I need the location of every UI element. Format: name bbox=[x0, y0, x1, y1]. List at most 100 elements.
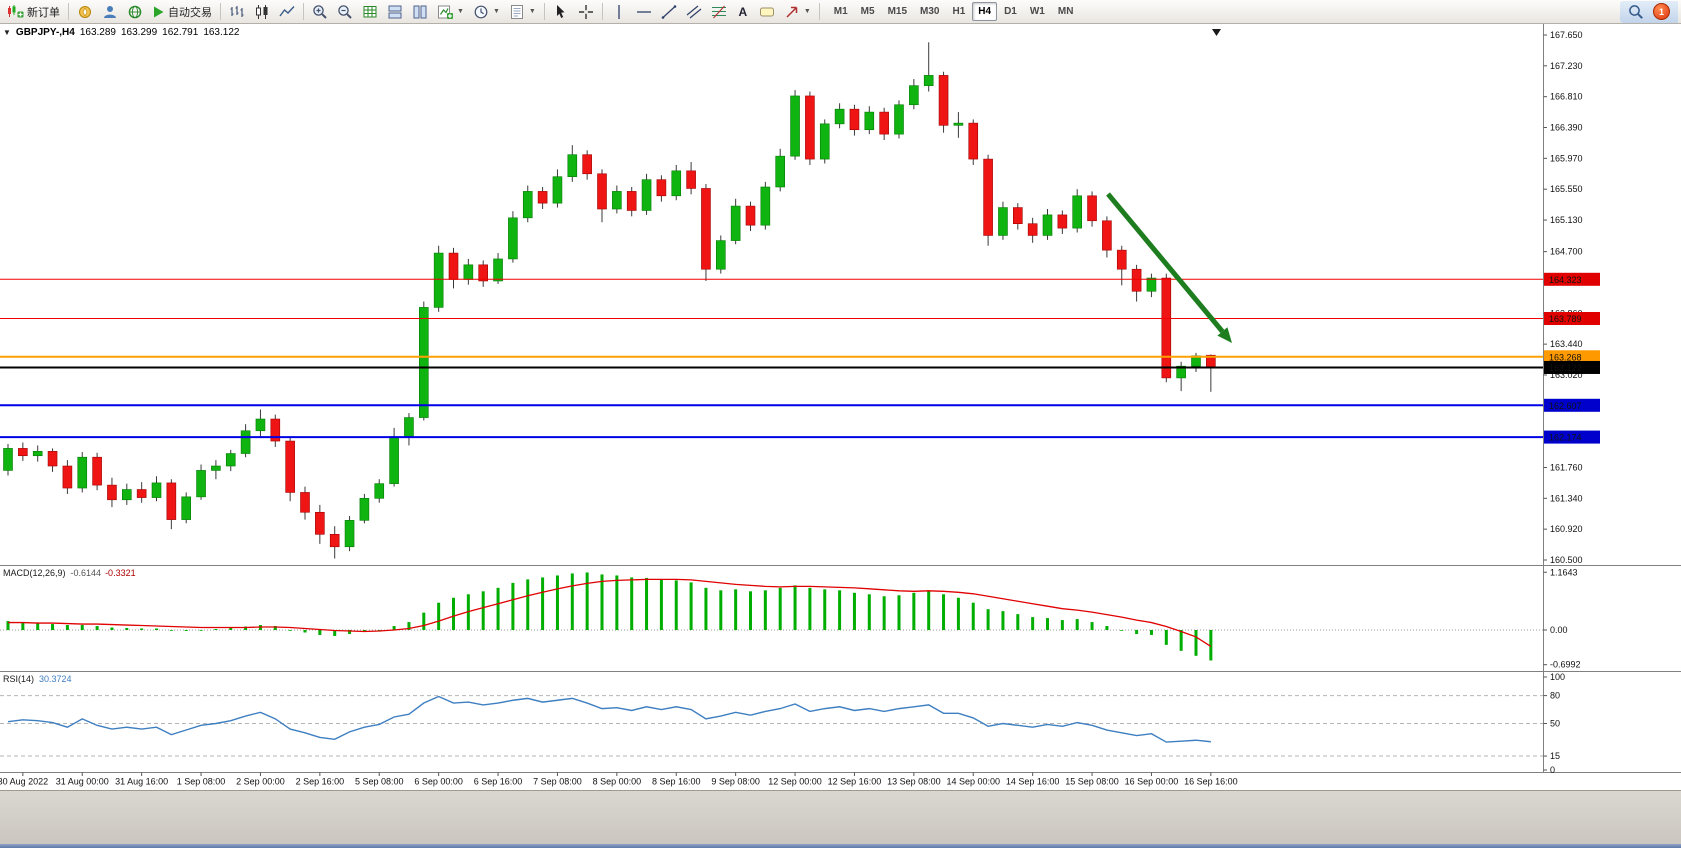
navigator-button[interactable] bbox=[98, 1, 122, 22]
timeframe-m1[interactable]: M1 bbox=[828, 2, 854, 21]
text-tool-button[interactable]: A bbox=[732, 1, 754, 22]
horizontal-line-tool-button[interactable] bbox=[632, 1, 656, 22]
macd-histogram-bar bbox=[1194, 630, 1198, 656]
channel-tool-button[interactable] bbox=[682, 1, 706, 22]
line-chart-mode-button[interactable] bbox=[275, 1, 299, 22]
timeframe-h1[interactable]: H1 bbox=[946, 2, 971, 21]
zoom-in-icon bbox=[313, 4, 327, 19]
candle-body bbox=[3, 448, 13, 471]
collapse-triangle-icon[interactable]: ▼ bbox=[3, 28, 11, 37]
bar-chart-mode-button[interactable] bbox=[225, 1, 249, 22]
candle-body bbox=[522, 191, 533, 219]
candle-body bbox=[122, 489, 132, 501]
symbol-label: GBPJPY-,H4 bbox=[15, 27, 75, 38]
vertical-line-tool-button[interactable] bbox=[607, 1, 631, 22]
templates-button[interactable]: ▼ bbox=[505, 1, 540, 22]
time-label: 15 Sep 08:00 bbox=[1065, 777, 1119, 787]
autotrading-button[interactable]: 自动交易 bbox=[148, 1, 216, 22]
macd-histogram-bar bbox=[437, 602, 441, 630]
macd-histogram-bar bbox=[689, 582, 693, 630]
candle-body bbox=[329, 534, 340, 548]
macd-histogram-bar bbox=[793, 585, 797, 630]
tile-windows-horizontal-button[interactable] bbox=[383, 1, 407, 22]
search-icon[interactable] bbox=[1628, 4, 1644, 20]
crosshair-button[interactable] bbox=[574, 1, 598, 22]
candlestick-mode-button[interactable] bbox=[250, 1, 274, 22]
fibonacci-tool-button[interactable] bbox=[707, 1, 731, 22]
time-label: 9 Sep 08:00 bbox=[711, 777, 760, 787]
chevron-down-icon: ▼ bbox=[803, 8, 811, 15]
time-label: 2 Sep 16:00 bbox=[296, 777, 345, 787]
macd-histogram-bar bbox=[600, 574, 604, 630]
macd-histogram-bar bbox=[199, 630, 203, 631]
zoom-out-button[interactable] bbox=[333, 1, 357, 22]
timeframe-mn[interactable]: MN bbox=[1052, 2, 1080, 21]
candle-body bbox=[597, 173, 607, 210]
toolbar-separator bbox=[68, 3, 69, 20]
tile-windows-vertical-button[interactable] bbox=[408, 1, 432, 22]
ohlc-open: 163.289 bbox=[79, 27, 116, 38]
label-tool-button[interactable] bbox=[755, 1, 779, 22]
candle-body bbox=[285, 440, 295, 493]
notification-badge[interactable]: 1 bbox=[1653, 3, 1670, 20]
cursor-button[interactable] bbox=[549, 1, 573, 22]
time-label: 8 Sep 16:00 bbox=[652, 777, 701, 787]
timeframe-d1[interactable]: D1 bbox=[998, 2, 1023, 21]
candle-body bbox=[730, 205, 741, 241]
price-badge bbox=[1544, 272, 1600, 286]
zoom-in-button[interactable] bbox=[308, 1, 332, 22]
candle-body bbox=[983, 158, 993, 236]
timeframe-group: M1 M5 M15 M30 H1 H4 D1 W1 MN bbox=[828, 2, 1080, 21]
timeframe-m5[interactable]: M5 bbox=[855, 2, 881, 21]
timeframe-w1[interactable]: W1 bbox=[1024, 2, 1051, 21]
candle-body bbox=[92, 456, 102, 486]
indicator-list-button[interactable] bbox=[73, 1, 97, 22]
autotrading-label: 自动交易 bbox=[168, 6, 212, 19]
macd-histogram-bar bbox=[1120, 630, 1124, 631]
price-scale[interactable] bbox=[1544, 24, 1681, 772]
chart-shift-marker-icon[interactable] bbox=[1212, 29, 1221, 36]
timeframe-h4[interactable]: H4 bbox=[972, 2, 998, 21]
timeframe-m15[interactable]: M15 bbox=[882, 2, 913, 21]
new-chart-button[interactable]: ▼ bbox=[433, 1, 468, 22]
macd-histogram-bar bbox=[6, 621, 10, 630]
macd-histogram-bar bbox=[244, 626, 248, 630]
candle-body bbox=[478, 264, 489, 282]
macd-histogram-bar bbox=[659, 579, 663, 630]
candle-body bbox=[998, 207, 1008, 236]
grid-button[interactable] bbox=[358, 1, 382, 22]
periods-button[interactable]: ▼ bbox=[469, 1, 504, 22]
candle-body bbox=[315, 511, 325, 535]
market-globe-icon bbox=[128, 5, 142, 18]
market-button[interactable] bbox=[123, 1, 147, 22]
trend-arrow-head bbox=[1217, 327, 1232, 343]
macd-histogram-bar bbox=[867, 594, 871, 630]
candle-body bbox=[225, 453, 236, 467]
rsi-label: RSI(14) 30.3724 bbox=[3, 674, 72, 684]
trend-arrow[interactable] bbox=[1106, 192, 1225, 334]
toolbar-separator bbox=[220, 3, 221, 20]
price-badge bbox=[1544, 430, 1600, 444]
trendline-tool-button[interactable] bbox=[657, 1, 681, 22]
indicator-list-icon bbox=[79, 5, 91, 18]
macd-signal-value: -0.3321 bbox=[105, 568, 136, 578]
price-tick-label: 167.650 bbox=[1550, 30, 1583, 40]
price-badge-label: 162.607 bbox=[1549, 401, 1582, 411]
candle-body bbox=[1027, 223, 1038, 236]
arrows-tool-button[interactable]: ▼ bbox=[780, 1, 815, 22]
macd-histogram-bar bbox=[140, 628, 144, 630]
time-scale[interactable] bbox=[0, 773, 1543, 790]
toolbar-separator bbox=[601, 3, 603, 20]
timeframe-m30[interactable]: M30 bbox=[914, 2, 945, 21]
macd-signal-line bbox=[8, 578, 1212, 648]
macd-histogram-bar bbox=[511, 582, 515, 630]
chart-canvas[interactable]: 167.650 167.230 166.810 166.390 165.970 165.5… bbox=[0, 24, 1681, 790]
macd-histogram-bar bbox=[986, 609, 990, 630]
time-label: 31 Aug 00:00 bbox=[56, 777, 109, 787]
new-order-button[interactable]: 新订单 bbox=[3, 1, 64, 22]
candle-body bbox=[656, 179, 667, 197]
time-label: 6 Sep 16:00 bbox=[474, 777, 523, 787]
macd-histogram-bar bbox=[1016, 614, 1020, 630]
toolbar-right-group: 1 bbox=[1620, 0, 1678, 23]
macd-histogram-bar bbox=[749, 591, 752, 630]
